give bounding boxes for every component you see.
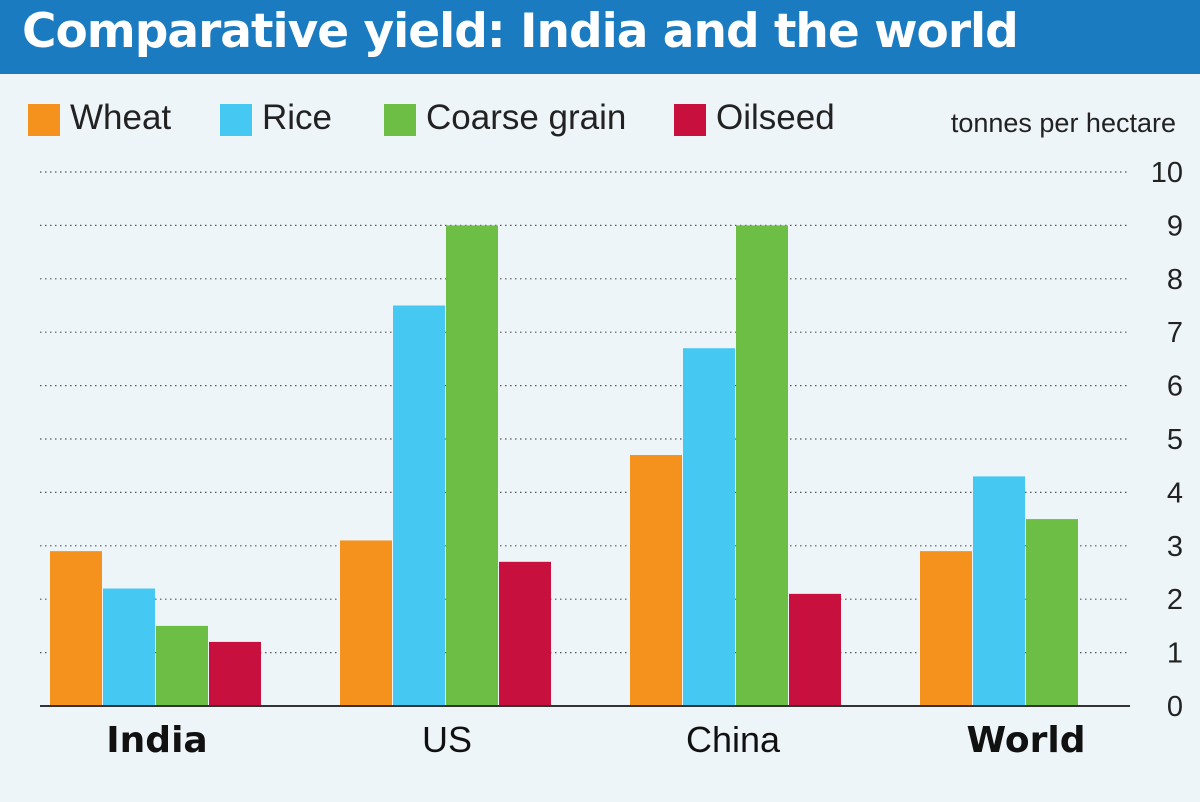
bar-rice-us [393, 305, 445, 706]
y-tick-label: 2 [1167, 584, 1183, 616]
y-tick-label: 1 [1167, 638, 1183, 670]
y-tick-label: 9 [1167, 210, 1183, 242]
bar-chart: 0 1 2 3 4 5 6 7 8 9 10 India US China World [40, 157, 1183, 761]
y-axis-unit-label: tonnes per hectare [950, 108, 1176, 138]
legend-label-coarse-grain: Coarse grain [426, 98, 627, 137]
header-bar: Comparative yield: India and the world [0, 0, 1200, 74]
y-tick-label: 8 [1167, 264, 1183, 296]
y-tick-label: 6 [1167, 371, 1183, 403]
y-tick-label: 5 [1167, 424, 1183, 456]
legend-swatch-coarse-grain [384, 104, 416, 136]
y-tick-label: 0 [1167, 691, 1183, 723]
bar-wheat-world [920, 551, 972, 706]
y-tick-label: 3 [1167, 531, 1183, 563]
bar-rice-india [103, 588, 155, 706]
bar-wheat-china [630, 455, 682, 706]
y-tick-label: 4 [1167, 477, 1183, 509]
bar-oilseed-india [209, 641, 261, 706]
bar-coarse-grain-india [156, 625, 208, 706]
legend-swatch-oilseed [674, 104, 706, 136]
y-tick-label: 10 [1151, 157, 1183, 189]
bar-wheat-india [50, 551, 102, 706]
bar-rice-china [683, 348, 735, 706]
legend-swatch-rice [220, 104, 252, 136]
bar-wheat-us [340, 540, 392, 706]
legend-label-wheat: Wheat [70, 98, 172, 137]
bar-rice-world [973, 476, 1025, 706]
legend-label-oilseed: Oilseed [716, 98, 835, 137]
bar-coarse-grain-world [1026, 519, 1078, 706]
legend-swatch-wheat [28, 104, 60, 136]
bar-coarse-grain-china [736, 225, 788, 706]
chart-title: Comparative yield: India and the world [22, 4, 1019, 59]
x-category-label: World [966, 720, 1085, 761]
bar-coarse-grain-us [446, 225, 498, 706]
y-tick-label: 7 [1167, 317, 1183, 349]
legend-label-rice: Rice [262, 98, 333, 137]
bar-oilseed-us [499, 561, 551, 706]
x-category-label: India [106, 720, 207, 761]
x-category-label: US [422, 719, 472, 760]
x-category-label: China [686, 719, 781, 760]
bar-oilseed-china [789, 593, 841, 706]
